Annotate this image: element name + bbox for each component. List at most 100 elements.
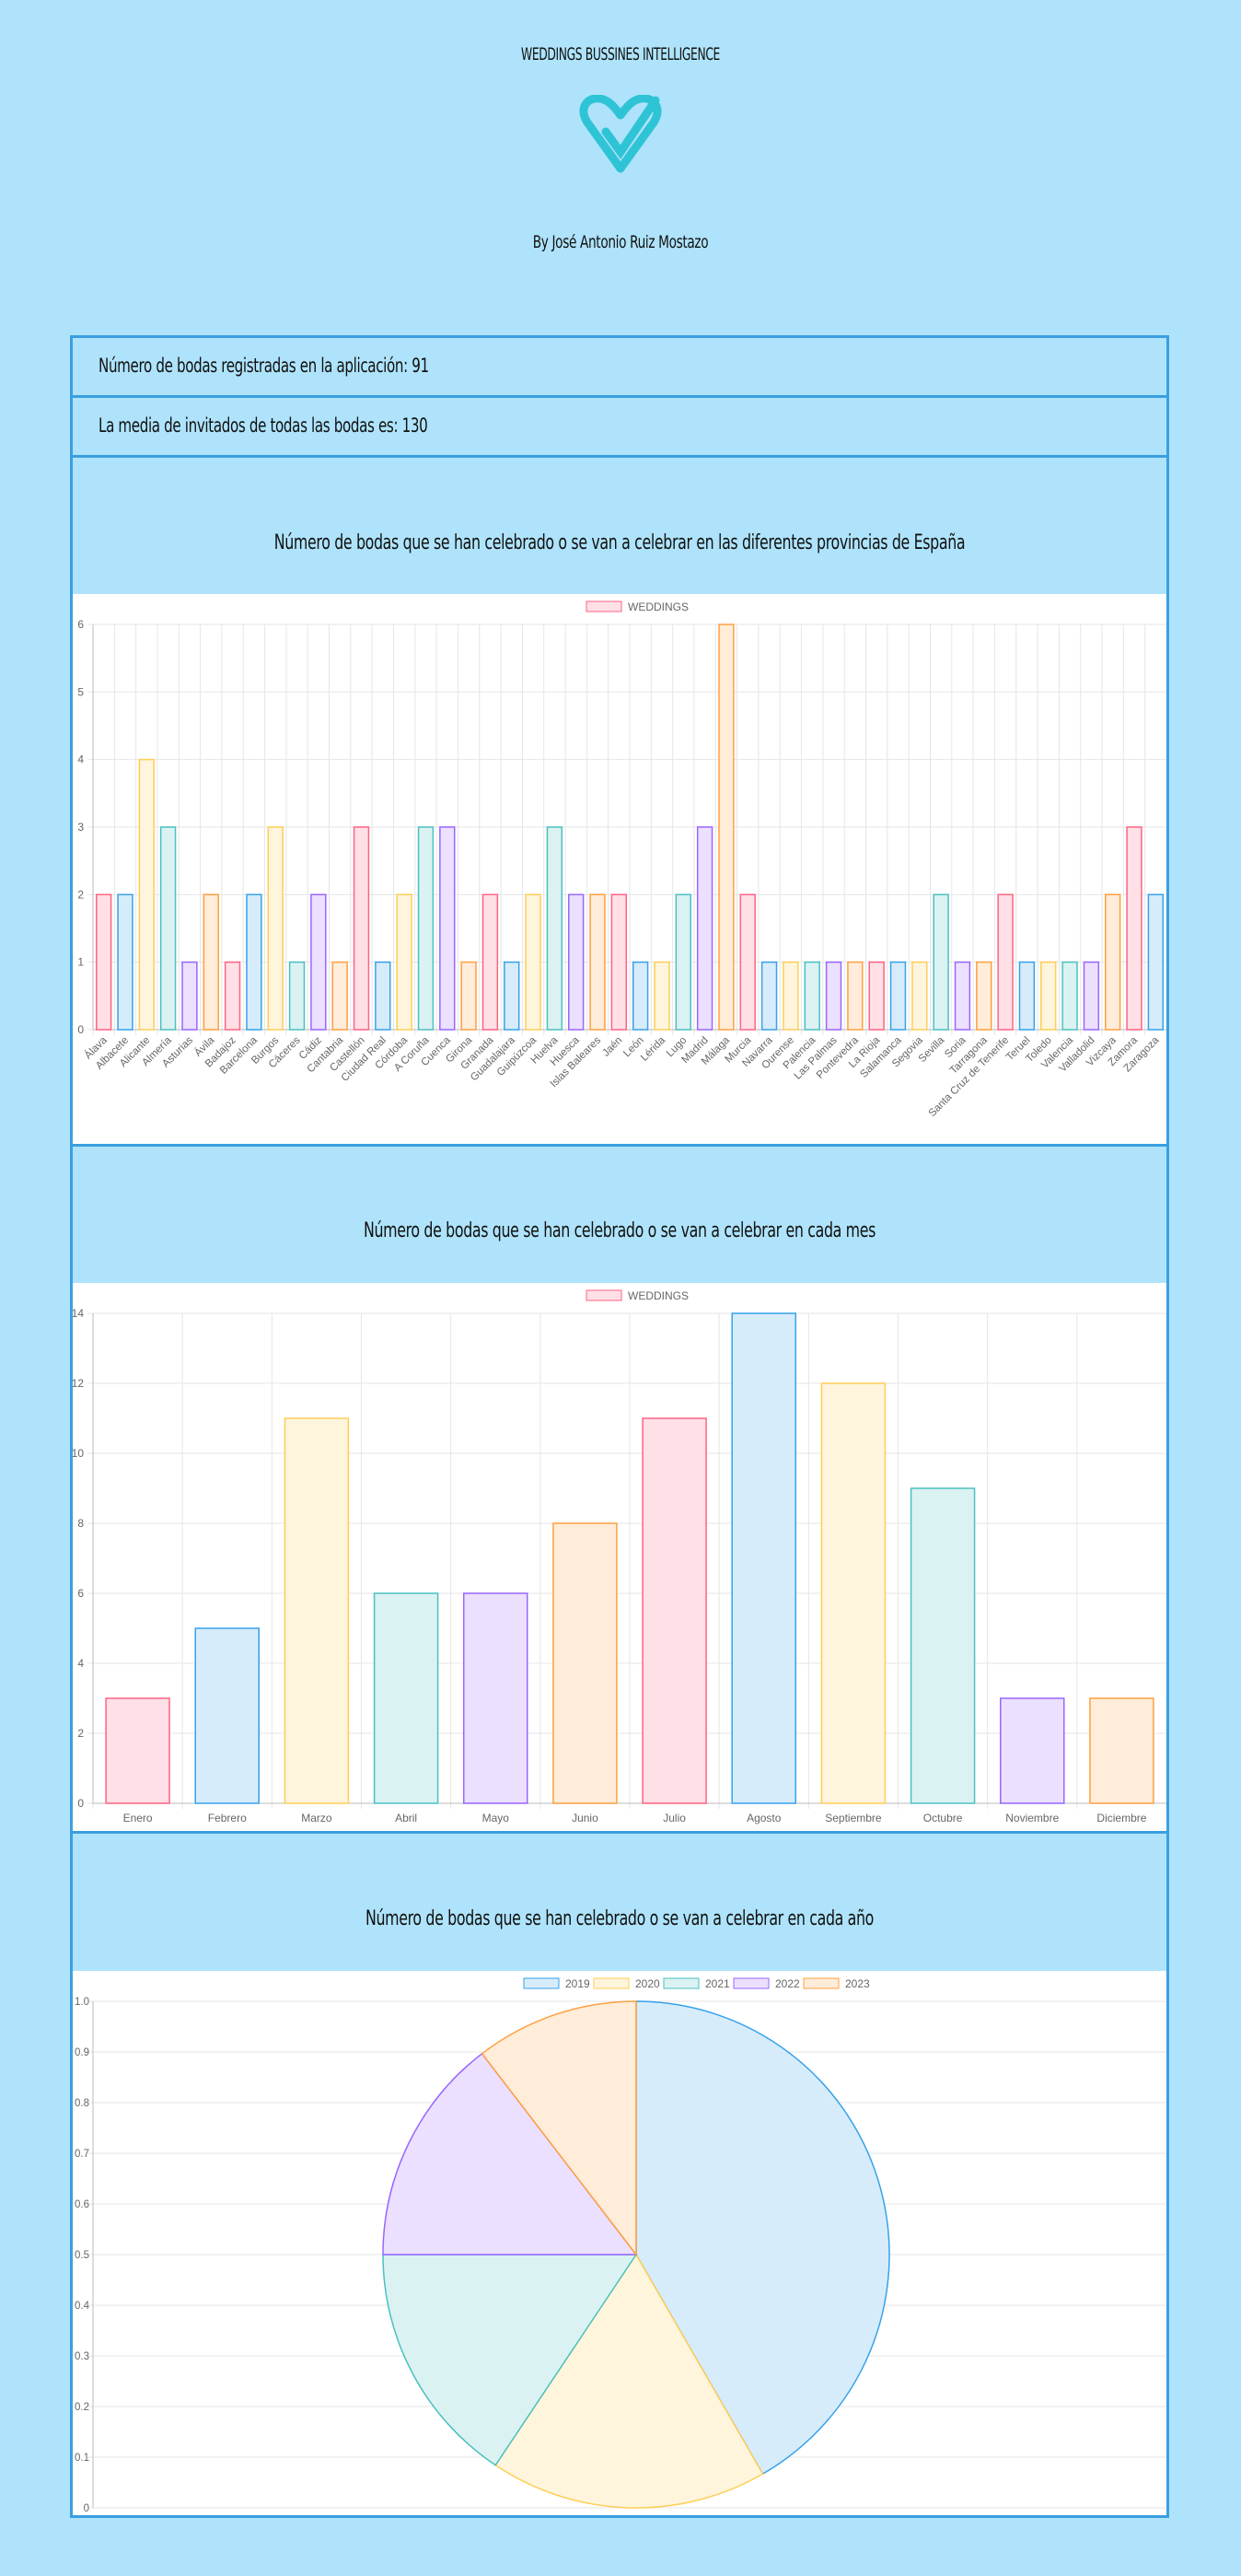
y-tick-label: 0 — [84, 2503, 89, 2514]
months-chart: WEDDINGS 0 2 4 6 8 10 12 14 Enero Febrero Marzo Abri… — [72, 1283, 1167, 1831]
legend-label: 2022 — [775, 1977, 800, 1990]
bar-Albacete — [117, 893, 133, 1031]
y-tick-label: 0.2 — [75, 2402, 89, 2413]
bar-Valladolid — [1083, 961, 1100, 1031]
bar-Pontevedra — [847, 961, 864, 1031]
y-tick-label: 0 — [77, 1797, 84, 1810]
bar-Cáceres — [288, 961, 306, 1031]
bar-La Rioja — [868, 961, 885, 1031]
bar-Alicante — [138, 758, 155, 1031]
provinces-chart-title: Número de bodas que se han celebrado o s… — [273, 531, 966, 554]
x-tick-label: Marzo — [301, 1812, 332, 1824]
legend-swatch — [586, 600, 622, 612]
dashboard-panel: Número de bodas registradas en la aplica… — [70, 335, 1169, 2518]
y-tick-label: 6 — [77, 1587, 84, 1600]
bar-Murcia — [739, 893, 756, 1031]
legend-swatch — [733, 1977, 770, 1989]
y-tick-label: 5 — [77, 685, 84, 698]
bar-Madrid — [696, 826, 713, 1031]
bar-Cuenca — [439, 826, 456, 1031]
y-tick-label: 6 — [77, 618, 84, 631]
y-tick-label: 0.9 — [75, 2047, 89, 2058]
y-tick-label: 0.1 — [75, 2453, 89, 2464]
bar-Jaén — [610, 893, 628, 1031]
bar-Vizcaya — [1105, 893, 1121, 1031]
x-tick-label: Diciembre — [1096, 1812, 1146, 1824]
y-tick-label: 12 — [73, 1377, 84, 1390]
legend-label: WEDDINGS — [628, 1289, 689, 1302]
bar-Zaragoza — [1147, 893, 1165, 1031]
pie-slice-2023 — [481, 2000, 637, 2257]
y-tick-label: 2 — [77, 888, 84, 901]
bar-Guadalajara — [504, 961, 520, 1031]
legend-swatch — [593, 1977, 630, 1989]
legend-swatch — [523, 1977, 560, 1989]
x-tick-label: Lérida — [639, 1034, 668, 1064]
bar-Julio — [642, 1417, 707, 1804]
y-tick-label: 2 — [77, 1727, 84, 1740]
page-title: WEDDINGS BUSSINES INTELLIGENCE — [521, 44, 720, 64]
x-tick-label: Febrero — [208, 1812, 247, 1824]
bar-Septiembre — [820, 1382, 887, 1804]
bar-Las Palmas — [825, 961, 842, 1031]
bar-Febrero — [194, 1627, 260, 1804]
bar-Abril — [373, 1592, 439, 1804]
section-divider — [73, 1144, 1166, 1147]
y-tick-label: 4 — [77, 1657, 84, 1670]
bar-Palencia — [804, 961, 820, 1031]
bar-Mayo — [463, 1592, 528, 1804]
bar-Badajoz — [224, 961, 241, 1031]
y-tick-label: 0.3 — [75, 2351, 89, 2362]
x-tick-label: Noviembre — [1005, 1812, 1059, 1824]
y-tick-label: 0.5 — [75, 2250, 89, 2261]
years-chart: 2019 2020 2021 2022 2023 0 0.1 0.2 0.3 0.4 0.5 0.6 0… — [73, 1971, 1166, 2515]
legend-label: 2023 — [845, 1977, 870, 1990]
x-tick-label: Enero — [123, 1812, 153, 1824]
bar-Santa Cruz de Tenerife — [997, 893, 1014, 1031]
months-chart-title: Número de bodas que se han celebrado o s… — [363, 1219, 876, 1242]
years-chart-title: Número de bodas que se han celebrado o s… — [365, 1907, 875, 1930]
bar-Segovia — [911, 961, 928, 1031]
bar-Agosto — [731, 1312, 796, 1804]
bar-Almería — [159, 826, 177, 1031]
bar-Junio — [552, 1522, 618, 1804]
x-tick-label: Jaén — [600, 1035, 624, 1059]
x-tick-label: Junio — [572, 1812, 598, 1824]
y-tick-label: 14 — [73, 1307, 84, 1320]
x-tick-label: Abril — [395, 1812, 417, 1824]
avg-guests-row: La media de invitados de todas las bodas… — [73, 398, 1166, 458]
years-pie-chart: 2019 2020 2021 2022 2023 0 0.1 0.2 0.3 0.4 0.5 0.6 0… — [75, 1977, 1166, 2514]
legend-label: 2020 — [635, 1977, 660, 1990]
bar-Enero — [105, 1697, 170, 1804]
bar-Burgos — [267, 826, 284, 1031]
wedding-count-row: Número de bodas registradas en la aplica… — [73, 338, 1166, 398]
wedding-count-text: Número de bodas registradas en la aplica… — [99, 355, 429, 377]
bar-Octubre — [910, 1487, 976, 1804]
bar-Cádiz — [310, 893, 327, 1031]
pie-slice-2020 — [494, 2253, 764, 2509]
bar-Marzo — [284, 1417, 350, 1804]
bar-Huesca — [568, 893, 585, 1031]
bar-Castellón — [353, 826, 370, 1031]
y-tick-label: 1.0 — [75, 1997, 89, 2008]
bar-Sevilla — [933, 893, 949, 1031]
y-tick-label: 0.6 — [75, 2199, 89, 2210]
legend-swatch — [663, 1977, 700, 1989]
y-tick-label: 10 — [73, 1447, 84, 1460]
bar-Girona — [460, 961, 477, 1031]
bar-Tarragona — [976, 961, 992, 1031]
bar-Navarra — [760, 961, 778, 1031]
x-tick-label: Julio — [663, 1812, 686, 1824]
bar-Huelva — [546, 826, 563, 1031]
legend-label: WEDDINGS — [628, 600, 689, 613]
pie-slice-2021 — [382, 2254, 638, 2466]
bar-Ciudad Real — [375, 961, 391, 1031]
bar-Diciembre — [1089, 1697, 1154, 1804]
bar-Asturias — [181, 961, 198, 1031]
bar-León — [632, 961, 649, 1031]
bar-Álava — [95, 893, 112, 1031]
y-tick-label: 0.4 — [75, 2301, 90, 2312]
avg-guests-text: La media de invitados de todas las bodas… — [99, 414, 428, 437]
x-tick-label: Mayo — [482, 1812, 510, 1824]
bar-Teruel — [1018, 961, 1036, 1031]
